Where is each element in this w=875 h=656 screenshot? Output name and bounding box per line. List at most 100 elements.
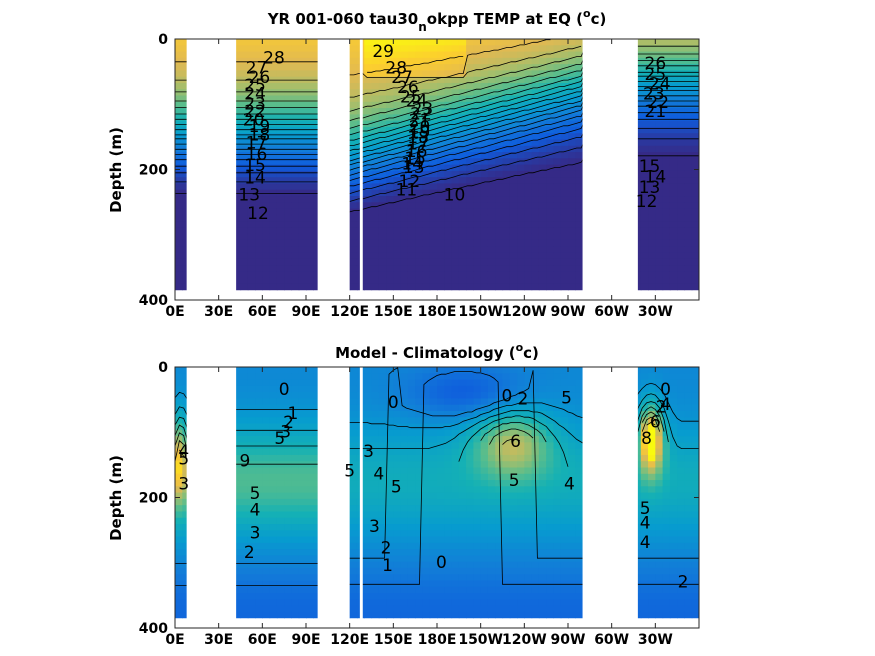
- field-cell: [247, 561, 256, 569]
- field-cell: [480, 82, 489, 90]
- field-cell: [378, 221, 387, 229]
- field-cell: [306, 82, 314, 90]
- y-tick-label: 400: [139, 293, 168, 309]
- field-cell: [437, 373, 445, 381]
- field-cell: [531, 120, 540, 128]
- field-cell: [509, 511, 518, 519]
- field-cell: [524, 524, 533, 531]
- field-cell: [669, 108, 678, 115]
- field-cell: [437, 524, 445, 531]
- field-cell: [313, 385, 322, 393]
- field-cell: [306, 448, 314, 456]
- field-cell: [524, 271, 533, 279]
- field-cell: [415, 145, 424, 153]
- field-cell: [371, 561, 380, 569]
- field-cell: [451, 246, 460, 254]
- field-cell: [487, 442, 496, 450]
- field-cell: [524, 473, 533, 481]
- field-cell: [677, 76, 686, 84]
- field-cell: [487, 202, 496, 210]
- contour-label: 22: [244, 102, 266, 122]
- field-cell: [306, 265, 314, 272]
- field-cell: [378, 524, 387, 531]
- field-cell: [553, 64, 562, 72]
- field-cell: [444, 239, 453, 247]
- field-cell: [269, 227, 278, 235]
- field-cell: [575, 89, 584, 97]
- field-cell: [364, 158, 373, 166]
- field-cell: [233, 183, 242, 191]
- field-cell: [458, 57, 467, 65]
- field-cell: [262, 152, 271, 159]
- field-cell: [662, 177, 671, 185]
- field-cell: [313, 536, 322, 544]
- field-cell: [575, 214, 584, 222]
- field-cell: [575, 82, 584, 90]
- field-cell: [291, 379, 300, 387]
- field-cell: [371, 555, 380, 563]
- field-cell: [487, 398, 496, 406]
- field-cell: [298, 454, 307, 462]
- field-cell: [182, 202, 191, 210]
- field-cell: [364, 530, 373, 538]
- field-cell: [415, 39, 424, 46]
- field-cell: [175, 189, 183, 197]
- field-cell: [262, 417, 271, 425]
- field-cell: [502, 139, 511, 147]
- field-cell: [553, 246, 562, 254]
- field-cell: [240, 258, 249, 266]
- field-cell: [655, 202, 664, 210]
- field-cell: [662, 271, 671, 279]
- field-cell: [378, 555, 387, 563]
- field-cell: [495, 221, 504, 229]
- field-cell: [255, 258, 263, 266]
- field-cell: [400, 183, 409, 191]
- field-cell: [182, 574, 191, 582]
- field-cell: [284, 221, 293, 229]
- field-cell: [480, 183, 489, 191]
- field-cell: [175, 398, 183, 406]
- field-cell: [655, 120, 664, 128]
- field-cell: [291, 511, 300, 519]
- field-cell: [495, 101, 504, 109]
- field-cell: [444, 611, 453, 619]
- field-cell: [546, 57, 555, 65]
- field-cell: [415, 542, 424, 550]
- field-cell: [298, 367, 307, 374]
- field-cell: [444, 183, 453, 191]
- field-cell: [276, 486, 285, 494]
- field-cell: [407, 530, 416, 538]
- field-cell: [400, 170, 409, 178]
- field-cell: [480, 252, 489, 260]
- field-cell: [371, 530, 380, 538]
- field-cell: [240, 89, 249, 97]
- field-cell: [386, 258, 394, 266]
- field-cell: [495, 164, 504, 172]
- field-cell: [255, 139, 263, 147]
- field-cell: [487, 265, 496, 272]
- field-cell: [524, 486, 533, 494]
- field-cell: [182, 448, 191, 456]
- field-cell: [655, 208, 664, 216]
- field-cell: [677, 214, 686, 222]
- field-cell: [415, 114, 424, 122]
- field-cell: [313, 473, 322, 481]
- field-cell: [313, 524, 322, 531]
- field-cell: [233, 373, 242, 381]
- field-cell: [538, 239, 547, 247]
- field-cell: [182, 221, 191, 229]
- field-cell: [291, 536, 300, 544]
- field-cell: [495, 373, 504, 381]
- field-cell: [393, 70, 402, 78]
- field-cell: [538, 70, 547, 78]
- field-cell: [422, 379, 431, 387]
- field-cell: [233, 152, 242, 159]
- field-cell: [451, 252, 460, 260]
- field-cell: [269, 95, 278, 103]
- field-cell: [480, 145, 489, 153]
- field-cell: [662, 51, 671, 59]
- field-cell: [247, 517, 256, 525]
- field-cell: [480, 536, 489, 544]
- field-cell: [407, 586, 416, 594]
- field-cell: [502, 593, 511, 600]
